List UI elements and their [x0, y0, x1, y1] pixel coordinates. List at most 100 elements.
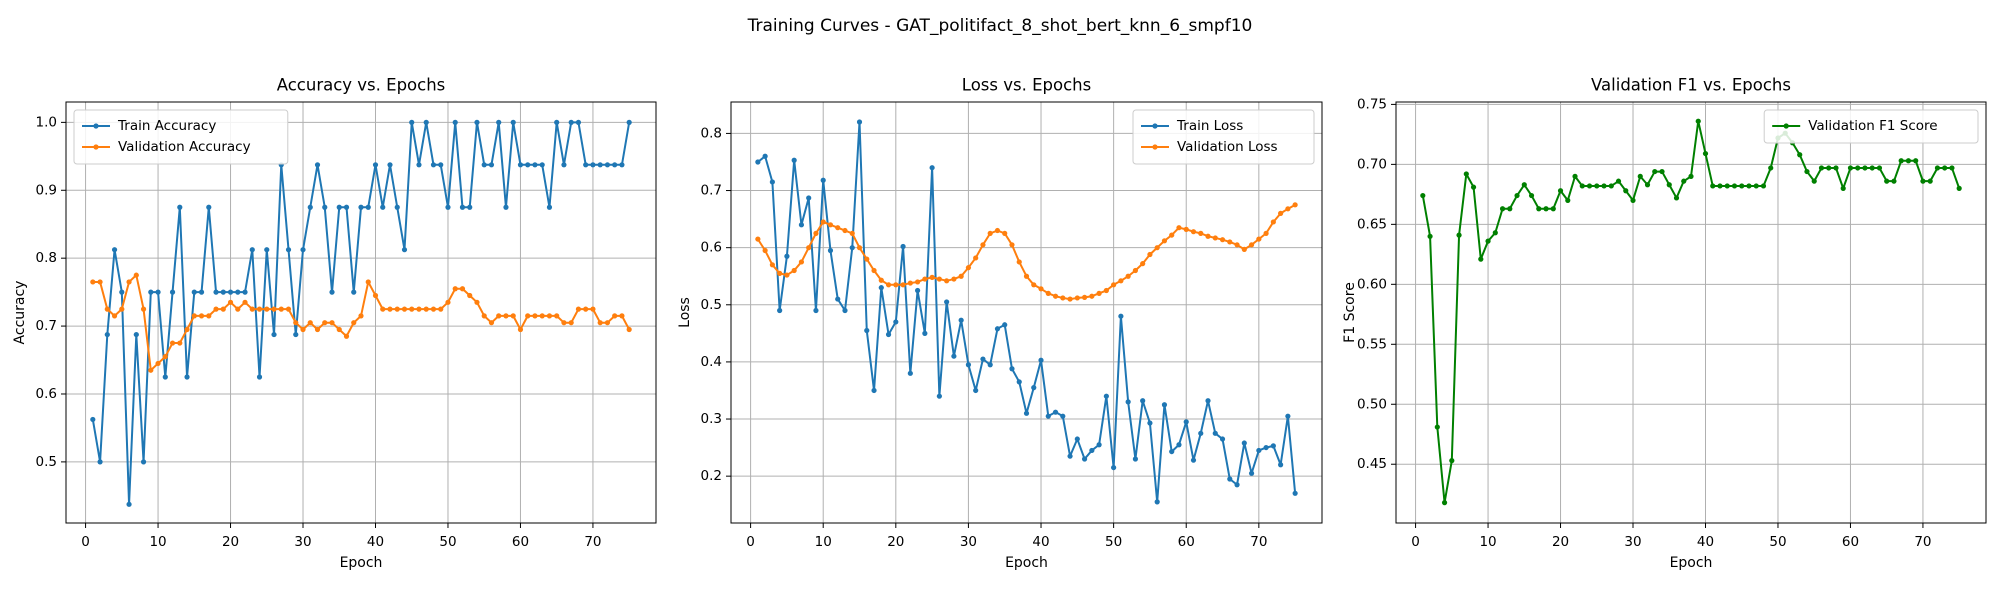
- train-loss-point: [1154, 499, 1160, 505]
- validation-f1-score-point: [1586, 183, 1593, 189]
- validation-accuracy-point: [358, 313, 364, 319]
- train-loss-point: [835, 296, 841, 302]
- validation-f1-score-point: [1673, 195, 1680, 201]
- validation-accuracy-point: [561, 320, 567, 326]
- validation-loss-point: [798, 259, 805, 265]
- validation-loss-point: [835, 225, 841, 231]
- train-accuracy-point: [445, 204, 451, 210]
- validation-f1-score-point: [1797, 152, 1803, 158]
- validation-accuracy-point: [104, 306, 110, 312]
- y-tick-label: 0.55: [1357, 336, 1387, 352]
- train-loss-point: [1270, 443, 1276, 449]
- x-tick-label: 50: [1105, 534, 1122, 550]
- validation-loss-point: [1038, 286, 1044, 292]
- validation-f1-score-point: [1739, 183, 1745, 189]
- legend-label: Train Accuracy: [117, 118, 216, 134]
- validation-loss-point: [1132, 267, 1139, 274]
- validation-f1-score-point: [1942, 165, 1948, 171]
- validation-accuracy-point: [97, 279, 103, 285]
- validation-f1-score-point: [1601, 183, 1607, 189]
- validation-f1-score-point: [1499, 206, 1506, 212]
- validation-f1-score-point: [1710, 183, 1716, 189]
- train-loss-point: [1031, 385, 1037, 391]
- train-accuracy-point: [568, 119, 574, 125]
- train-loss-point: [1169, 448, 1175, 455]
- x-tick-label: 0: [81, 534, 90, 550]
- validation-loss-point: [1009, 242, 1015, 248]
- train-accuracy-point: [169, 289, 176, 295]
- train-accuracy-point: [111, 247, 118, 253]
- train-accuracy-point: [329, 289, 335, 295]
- train-accuracy-point: [409, 119, 415, 125]
- validation-loss-point: [944, 278, 950, 284]
- validation-accuracy-point: [481, 313, 487, 319]
- validation-loss-point: [1292, 202, 1298, 208]
- validation-loss-point: [1096, 290, 1102, 296]
- validation-accuracy-point: [423, 306, 429, 312]
- validation-f1-score-point: [1492, 230, 1498, 236]
- train-loss-point: [973, 387, 979, 394]
- train-accuracy-point: [133, 331, 139, 338]
- validation-loss-point: [1118, 278, 1124, 284]
- validation-f1-score-point: [1652, 168, 1658, 175]
- validation-loss-point: [907, 280, 913, 286]
- x-tick-label: 40: [367, 534, 384, 550]
- train-loss-point: [1060, 413, 1066, 419]
- y-tick-label: 0.2: [701, 468, 722, 484]
- validation-accuracy-point: [235, 306, 241, 312]
- validation-accuracy-point: [278, 306, 284, 312]
- train-accuracy-point: [235, 289, 241, 295]
- validation-accuracy-point: [409, 306, 415, 312]
- train-accuracy-point: [604, 162, 611, 168]
- train-loss-point: [1016, 379, 1022, 385]
- validation-accuracy-point: [430, 306, 437, 312]
- validation-f1-score-point: [1927, 178, 1933, 184]
- validation-loss-point: [1111, 282, 1117, 288]
- validation-loss-point: [1031, 282, 1037, 288]
- train-accuracy-point: [264, 247, 270, 253]
- legend: Train Accuracy Validation Accuracy: [73, 109, 289, 165]
- y-tick-label: 0.9: [36, 182, 57, 198]
- validation-f1-score-point: [1427, 233, 1433, 239]
- figure-suptitle: Training Curves - GAT_politifact_8_shot_…: [747, 16, 1253, 36]
- train-accuracy-point: [575, 119, 582, 125]
- validation-loss-point: [1241, 246, 1247, 252]
- y-tick-label: 0.45: [1357, 456, 1387, 472]
- train-accuracy-point: [590, 162, 596, 168]
- validation-loss-point: [1140, 261, 1146, 267]
- x-tick-label: 30: [960, 534, 977, 550]
- train-accuracy-point: [336, 204, 342, 210]
- train-loss-point: [1045, 413, 1051, 419]
- train-accuracy-point: [380, 204, 386, 210]
- validation-loss-point: [1081, 294, 1088, 300]
- x-tick-label: 30: [1624, 534, 1641, 550]
- train-accuracy-point: [546, 204, 553, 210]
- train-accuracy-point: [343, 204, 350, 210]
- validation-accuracy-point: [213, 306, 219, 312]
- validation-f1-score-point: [1753, 183, 1759, 189]
- validation-accuracy-point: [133, 272, 139, 278]
- train-accuracy-point: [351, 289, 357, 295]
- validation-f1-score-point: [1746, 183, 1752, 189]
- train-accuracy-point: [358, 204, 364, 210]
- validation-loss-point: [922, 276, 928, 282]
- validation-accuracy-point: [416, 306, 422, 312]
- train-accuracy-point: [322, 204, 328, 210]
- train-loss-point: [1241, 440, 1247, 446]
- train-accuracy-point: [481, 162, 487, 168]
- validation-loss-point: [1234, 242, 1240, 248]
- validation-accuracy-point: [162, 354, 168, 360]
- x-axis-label: Epoch: [340, 555, 383, 571]
- validation-f1-score-point: [1688, 173, 1694, 179]
- validation-accuracy-point: [177, 340, 183, 346]
- legend-box: [73, 109, 289, 165]
- validation-loss-point: [1278, 210, 1284, 216]
- train-loss-point: [755, 159, 761, 165]
- train-loss-point: [1009, 366, 1015, 372]
- y-axis-label: F1 Score: [1342, 282, 1358, 343]
- train-loss-point: [849, 245, 855, 251]
- validation-loss-point: [1212, 235, 1218, 241]
- train-loss-point: [965, 362, 972, 368]
- validation-f1-score-point: [1434, 424, 1440, 430]
- validation-f1-score-point: [1572, 173, 1578, 179]
